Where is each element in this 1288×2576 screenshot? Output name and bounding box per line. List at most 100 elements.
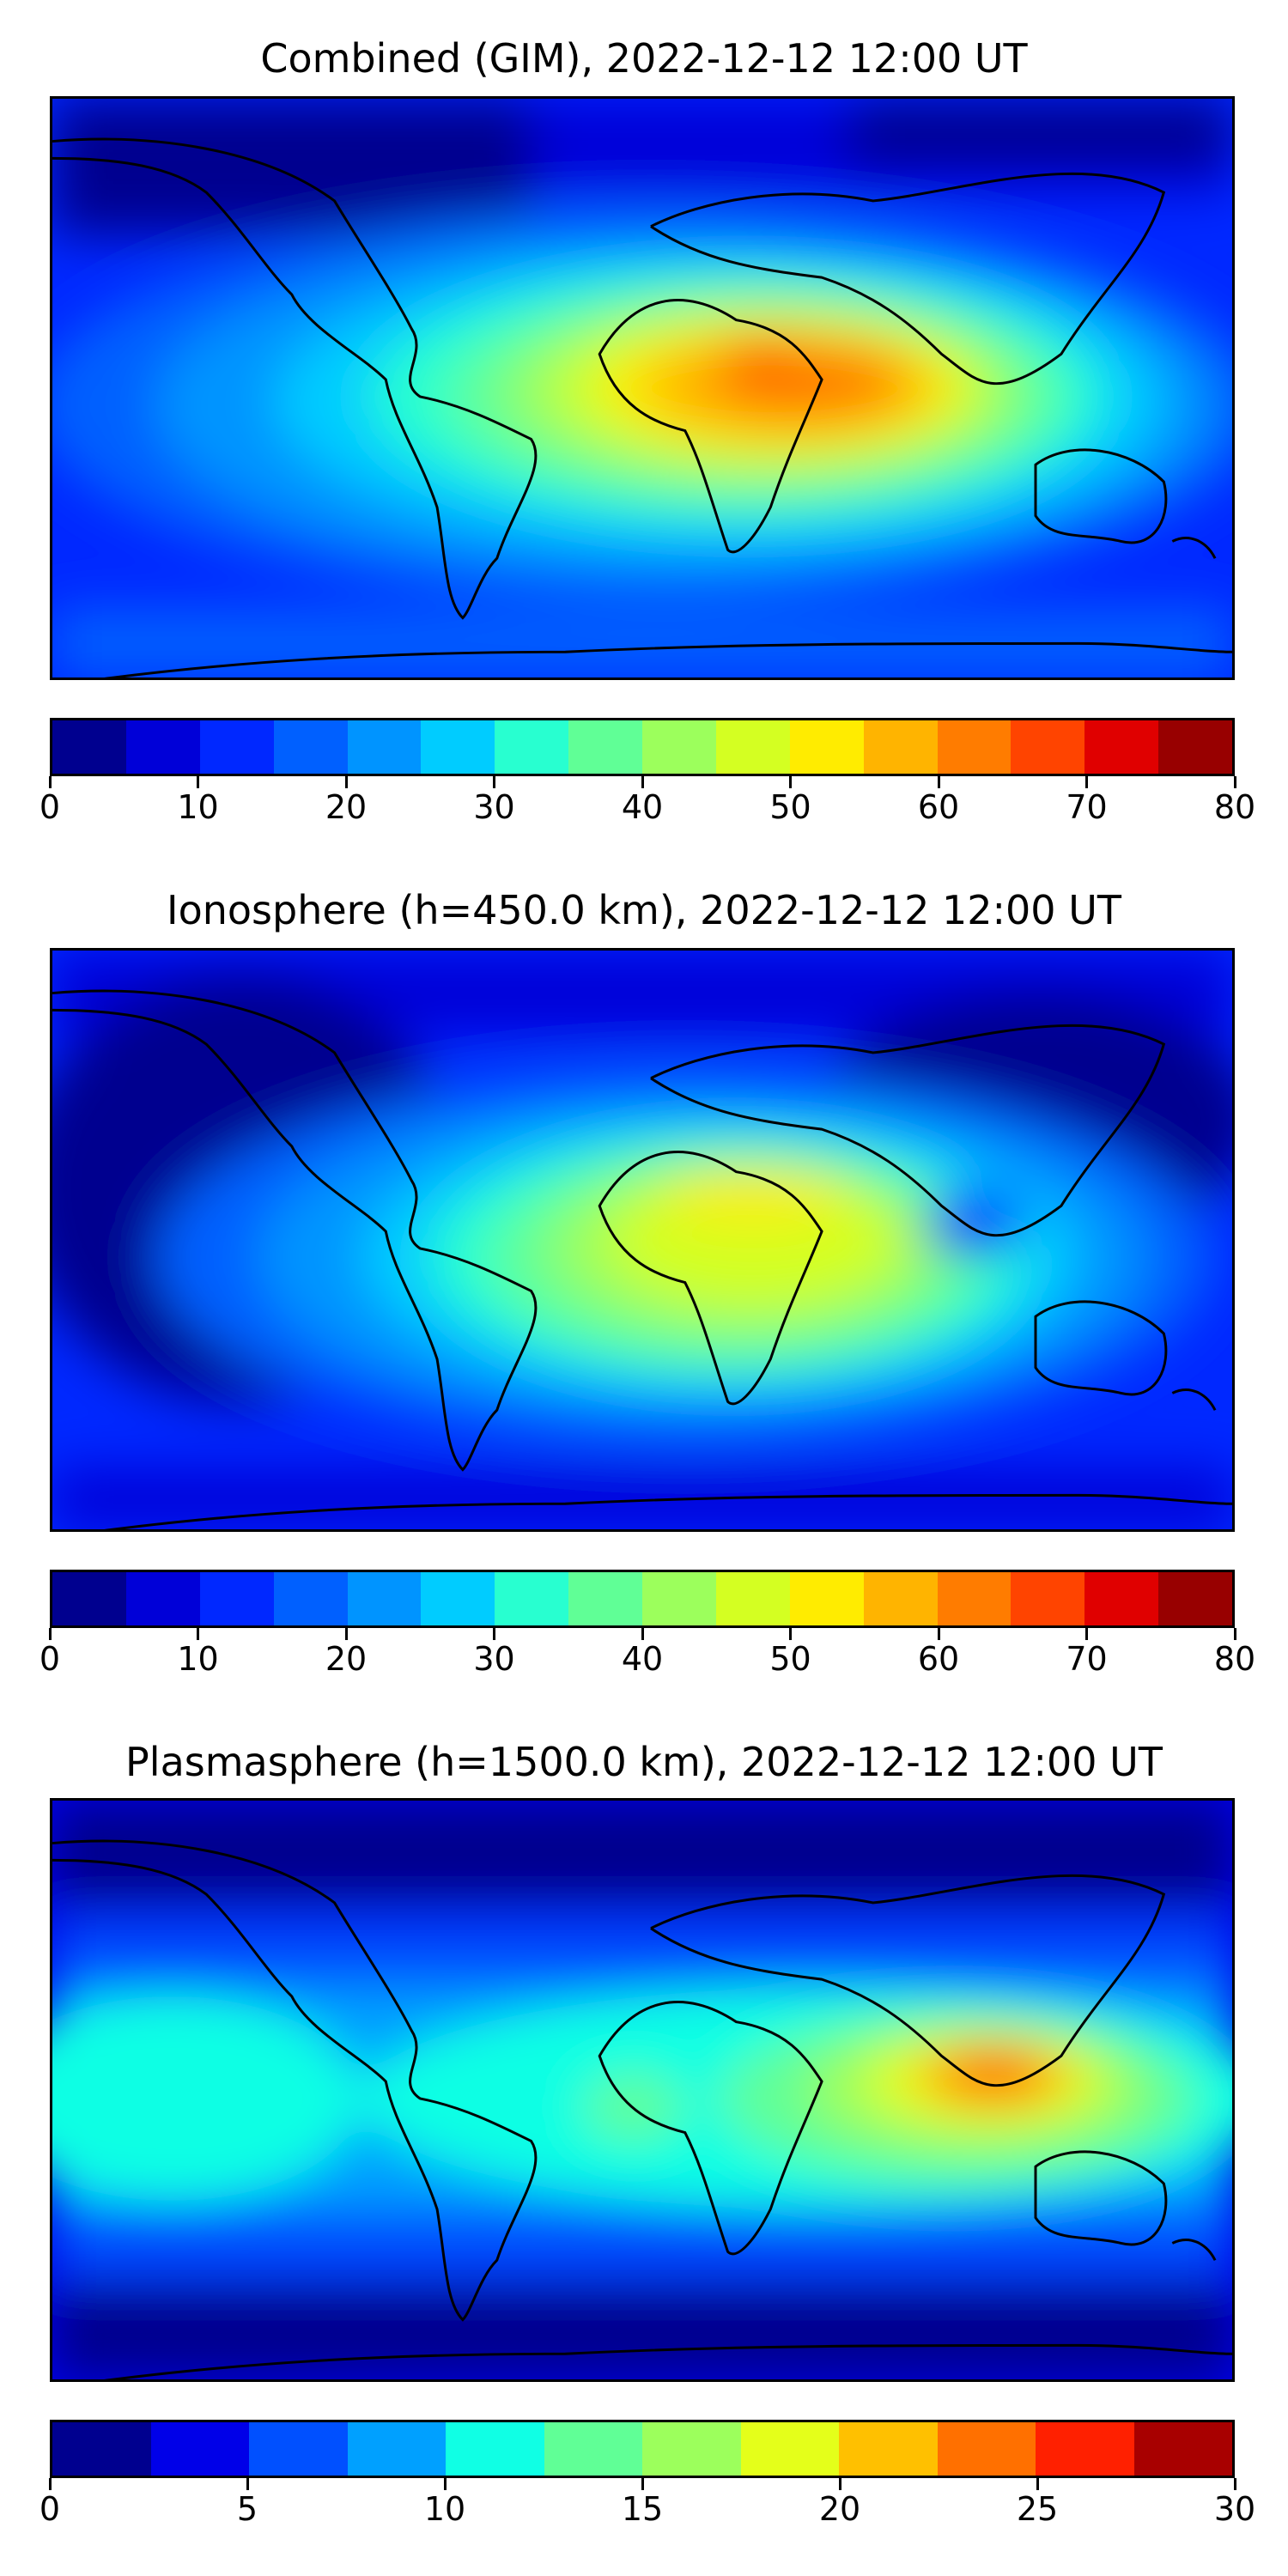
ionosphere-map (50, 948, 1235, 1532)
colorbar-tick-label: 60 (917, 788, 960, 826)
colorbar-segment (1133, 2422, 1232, 2476)
colorbar-segment (1084, 720, 1159, 774)
colorbar-segment (446, 2422, 544, 2476)
ionosphere-colorbar (50, 1570, 1235, 1628)
colorbar-segment (347, 2422, 446, 2476)
ionosphere-map-plot (52, 951, 1232, 1529)
colorbar-tick-label: 0 (39, 788, 61, 826)
colorbar-segment (52, 1572, 126, 1625)
colorbar-tick-label: 70 (1066, 1640, 1108, 1678)
colorbar-segment (789, 1572, 864, 1625)
colorbar-tick-label: 10 (423, 2490, 466, 2528)
combined-colorbar (50, 718, 1235, 776)
colorbar-tick (641, 776, 644, 788)
colorbar-tick (344, 1628, 348, 1640)
colorbar-tick-label: 10 (177, 788, 219, 826)
colorbar-segment (568, 1572, 642, 1625)
colorbar-tick (1036, 2478, 1039, 2490)
colorbar-segment (273, 1572, 348, 1625)
colorbar-segment (715, 1572, 790, 1625)
colorbar-tick-label: 30 (473, 788, 515, 826)
colorbar-tick (48, 1628, 52, 1640)
colorbar-segment (125, 720, 200, 774)
colorbar-tick-label: 30 (473, 1640, 515, 1678)
colorbar-tick (1233, 1628, 1236, 1640)
colorbar-tick (838, 2478, 841, 2490)
plasmasphere-colorbar (50, 2420, 1235, 2478)
colorbar-tick (789, 1628, 792, 1640)
colorbar-segment (863, 720, 938, 774)
colorbar-tick-label: 20 (325, 1640, 368, 1678)
colorbar-segment (495, 1572, 569, 1625)
plasmasphere-map-plot (52, 1801, 1232, 2379)
colorbar-segment (863, 1572, 938, 1625)
colorbar-tick (493, 1628, 495, 1640)
colorbar-segment (199, 1572, 274, 1625)
colorbar-segment (568, 720, 642, 774)
plasmasphere-map-title: Plasmasphere (h=1500.0 km), 2022-12-12 1… (125, 1739, 1163, 1785)
colorbar-tick (493, 776, 495, 788)
colorbar-tick (1233, 776, 1236, 788)
colorbar-tick-label: 15 (621, 2490, 664, 2528)
colorbar-tick (246, 2478, 249, 2490)
colorbar-segment (273, 720, 348, 774)
colorbar-segment (347, 1572, 422, 1625)
colorbar-segment (249, 2422, 348, 2476)
colorbar-tick-label: 50 (769, 1640, 811, 1678)
combined-colorbar-ticks: 0 10 20 30 40 50 60 70 80 (0, 776, 1288, 828)
colorbar-tick-label: 70 (1066, 788, 1108, 826)
plasmasphere-coastlines (52, 1839, 1232, 2379)
colorbar-tick (197, 1628, 199, 1640)
colorbar-segment (1011, 1572, 1085, 1625)
colorbar-segment (421, 720, 495, 774)
colorbar-segment (1158, 720, 1232, 774)
colorbar-segment (495, 720, 569, 774)
colorbar-segment (1011, 720, 1085, 774)
colorbar-segment (52, 2422, 151, 2476)
colorbar-segment (347, 720, 422, 774)
colorbar-segment (642, 720, 716, 774)
colorbar-segment (1158, 1572, 1232, 1625)
colorbar-tick-label: 0 (39, 2490, 61, 2528)
combined-map-title: Combined (GIM), 2022-12-12 12:00 UT (260, 35, 1028, 82)
colorbar-tick-label: 25 (1016, 2490, 1059, 2528)
colorbar-tick-label: 20 (325, 788, 368, 826)
colorbar-tick-label: 40 (621, 1640, 664, 1678)
colorbar-tick-label: 20 (818, 2490, 861, 2528)
colorbar-tick-label: 50 (769, 788, 811, 826)
colorbar-segment (1084, 1572, 1159, 1625)
plasmasphere-colorbar-ticks: 0 5 10 15 20 25 30 (0, 2478, 1288, 2530)
colorbar-segment (937, 720, 1012, 774)
combined-coastlines (52, 137, 1232, 677)
colorbar-tick-label: 5 (236, 2490, 258, 2528)
combined-map-plot (52, 99, 1232, 677)
colorbar-tick (789, 776, 792, 788)
colorbar-tick (443, 2478, 447, 2490)
colorbar-segment (642, 1572, 716, 1625)
colorbar-segment (1036, 2422, 1134, 2476)
colorbar-tick (937, 1628, 940, 1640)
colorbar-segment (789, 720, 864, 774)
colorbar-tick (48, 776, 52, 788)
colorbar-tick-label: 80 (1213, 788, 1256, 826)
colorbar-tick-label: 60 (917, 1640, 960, 1678)
colorbar-tick-label: 0 (39, 1640, 61, 1678)
colorbar-segment (421, 1572, 495, 1625)
colorbar-segment (199, 720, 274, 774)
plasmasphere-map (50, 1798, 1235, 2382)
colorbar-tick (641, 1628, 644, 1640)
colorbar-segment (839, 2422, 938, 2476)
colorbar-tick (344, 776, 348, 788)
colorbar-tick-label: 30 (1213, 2490, 1256, 2528)
combined-map (50, 96, 1235, 680)
colorbar-tick-label: 80 (1213, 1640, 1256, 1678)
colorbar-tick-label: 10 (177, 1640, 219, 1678)
colorbar-segment (740, 2422, 839, 2476)
colorbar-tick (48, 2478, 52, 2490)
colorbar-segment (937, 1572, 1012, 1625)
colorbar-segment (715, 720, 790, 774)
colorbar-tick (1085, 1628, 1088, 1640)
colorbar-segment (642, 2422, 741, 2476)
colorbar-segment (937, 2422, 1036, 2476)
colorbar-tick (1233, 2478, 1236, 2490)
